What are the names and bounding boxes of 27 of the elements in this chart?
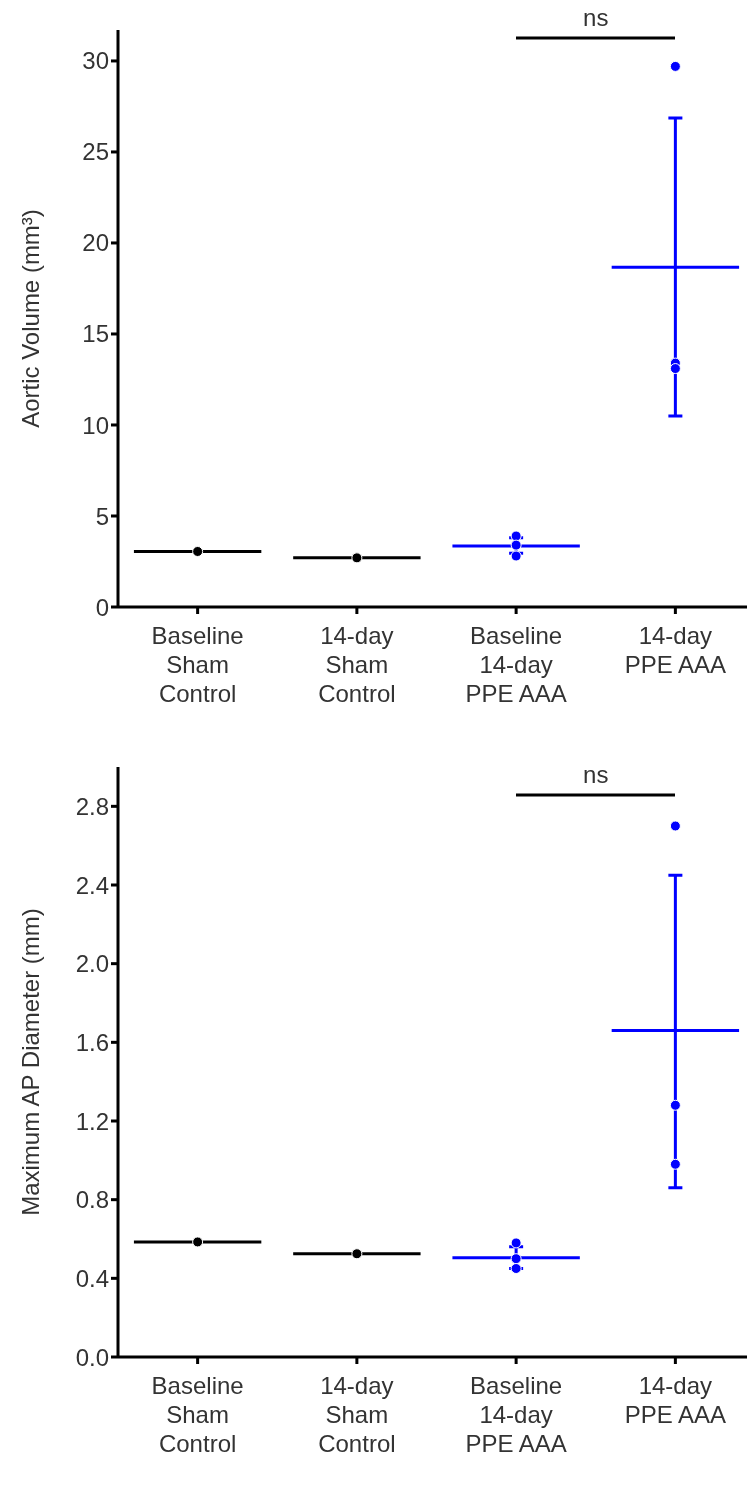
x-tick-label: Baseline Sham Control xyxy=(151,622,244,707)
y-tick-label: 20 xyxy=(82,229,109,257)
y-tick-label: 2.0 xyxy=(75,950,109,978)
y-tick-label: 5 xyxy=(95,502,109,530)
y-tick-label: 0.8 xyxy=(75,1186,109,1214)
x-tick-label: 14-day PPE AAA xyxy=(624,622,727,678)
y-tick-label: 0 xyxy=(95,593,109,621)
y-tick-label: 0.0 xyxy=(75,1343,109,1371)
x-tick-label: Baseline Sham Control xyxy=(151,1372,244,1457)
x-tick-label: 14-day Sham Control xyxy=(318,1372,396,1457)
y-tick-label: 25 xyxy=(82,138,109,166)
x-tick-label: Baseline 14-day PPE AAA xyxy=(465,1372,567,1457)
y-axis-title: Maximum AP Diameter (mm) xyxy=(16,908,44,1216)
y-tick-label: 15 xyxy=(82,320,109,348)
y-tick-label: 30 xyxy=(82,47,109,75)
y-tick-label: 1.6 xyxy=(75,1028,109,1056)
annotation: ns xyxy=(582,761,610,789)
x-tick-label: Baseline 14-day PPE AAA xyxy=(465,622,567,707)
y-tick-label: 2.8 xyxy=(75,792,109,820)
x-tick-label: 14-day PPE AAA xyxy=(624,1372,727,1428)
y-tick-label: 0.4 xyxy=(75,1264,109,1292)
y-tick-label: 1.2 xyxy=(75,1107,109,1135)
annotation: ns xyxy=(582,4,610,32)
y-tick-label: 2.4 xyxy=(75,871,109,899)
y-axis-title: Aortic Volume (mm³) xyxy=(16,209,44,428)
x-tick-label: 14-day Sham Control xyxy=(318,622,396,707)
y-tick-label: 10 xyxy=(82,411,109,439)
